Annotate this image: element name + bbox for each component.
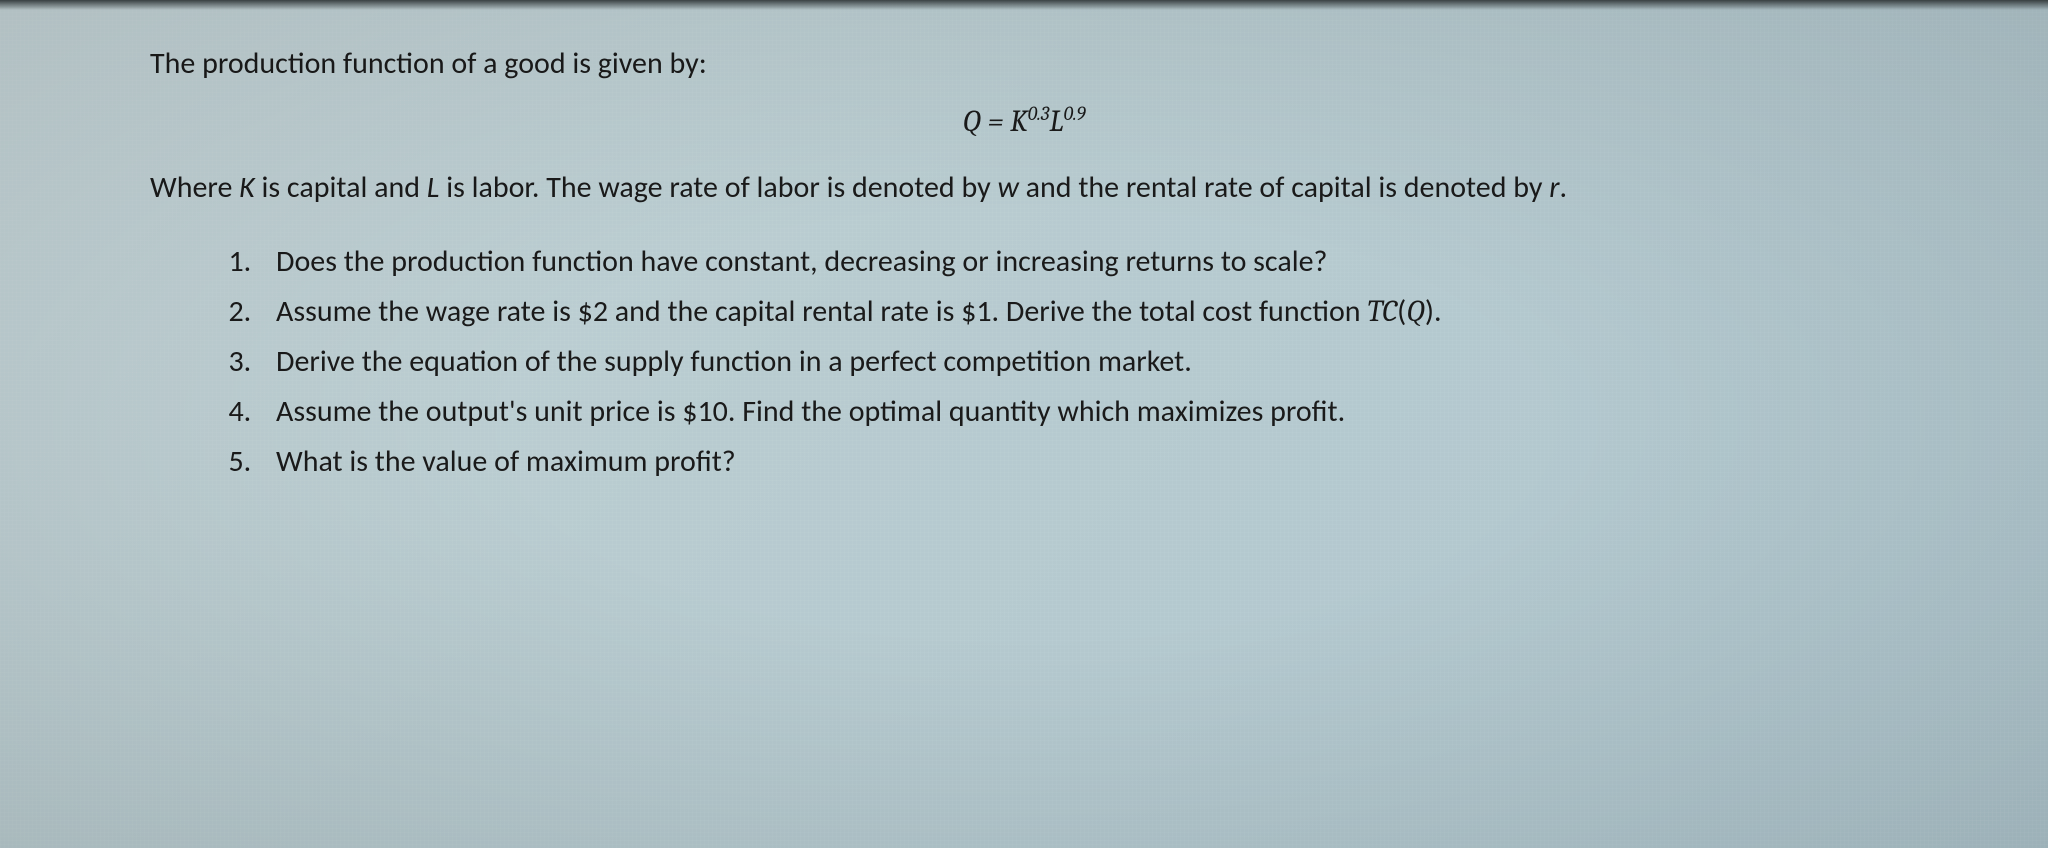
where-suffix: . <box>1560 169 1568 206</box>
eq-base-l: L <box>1049 104 1063 139</box>
var-l: L <box>427 169 440 206</box>
production-function-equation: Q = K0.3L0.9 <box>150 98 1898 146</box>
eq-lhs: Q <box>962 104 981 139</box>
question-2: Assume the wage rate is $2 and the capit… <box>258 288 1898 336</box>
q2-paren-open: ( <box>1397 293 1406 330</box>
question-list: Does the production function have consta… <box>210 238 1898 486</box>
var-r: r <box>1549 169 1559 206</box>
eq-exp-k: 0.3 <box>1028 102 1050 125</box>
q2-tc: TC <box>1367 294 1397 329</box>
question-3: Derive the equation of the supply functi… <box>258 338 1898 386</box>
var-k: K <box>239 169 255 206</box>
page-top-shadow <box>0 0 2048 10</box>
question-1: Does the production function have consta… <box>258 238 1898 286</box>
where-mid1: is capital and <box>255 169 427 206</box>
eq-base-k: K <box>1010 104 1028 139</box>
q3-text: Derive the equation of the supply functi… <box>276 343 1192 380</box>
intro-text: The production function of a good is giv… <box>150 45 707 82</box>
var-w: w <box>997 169 1018 206</box>
question-5: What is the value of maximum profit? <box>258 438 1898 486</box>
q4-text: Assume the output's unit price is $10. F… <box>276 393 1345 430</box>
q2-paren-close: ). <box>1425 293 1442 330</box>
q5-text: What is the value of maximum profit? <box>276 443 736 480</box>
eq-sign: = <box>981 104 1010 139</box>
q2-qvar: Q <box>1406 294 1425 329</box>
question-4: Assume the output's unit price is $10. F… <box>258 388 1898 436</box>
where-paragraph: Where K is capital and L is labor. The w… <box>150 164 1898 212</box>
equation-content: Q = K0.3L0.9 <box>962 104 1085 139</box>
where-mid2: is labor. The wage rate of labor is deno… <box>439 169 997 206</box>
where-mid3: and the rental rate of capital is denote… <box>1019 169 1549 206</box>
document-body: The production function of a good is giv… <box>150 40 1898 488</box>
where-prefix: Where <box>150 169 239 206</box>
eq-exp-l: 0.9 <box>1064 102 1086 125</box>
q2-text-a: Assume the wage rate is $2 and the capit… <box>276 293 1367 330</box>
intro-paragraph: The production function of a good is giv… <box>150 40 1898 88</box>
q1-text: Does the production function have consta… <box>276 243 1327 280</box>
